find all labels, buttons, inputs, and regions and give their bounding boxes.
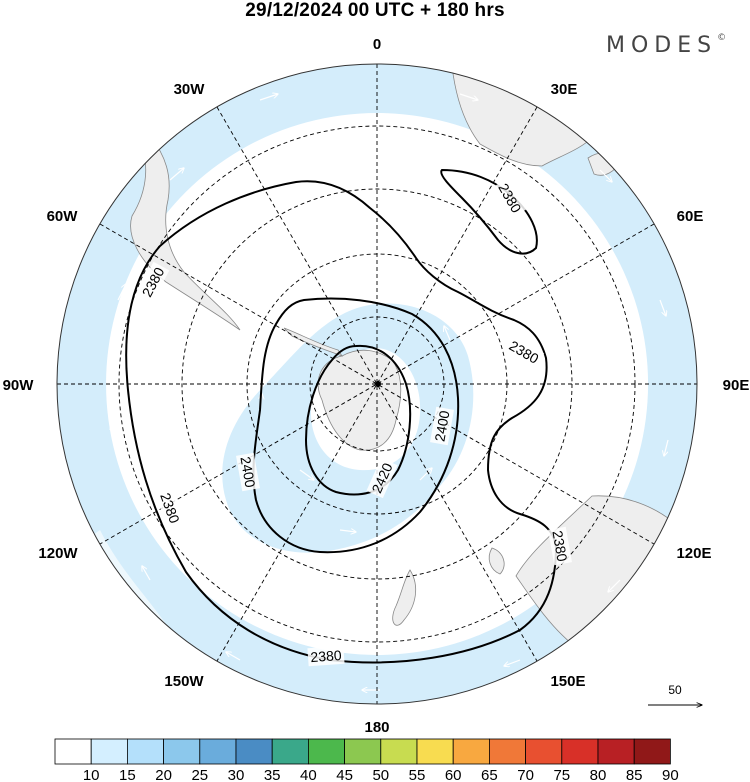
colorbar-swatch: [90, 738, 128, 765]
colorbar-label: 35: [264, 767, 281, 782]
lon-label-30w: 30W: [174, 81, 206, 98]
colorbar-label: 25: [191, 767, 208, 782]
colorbar-label: 75: [553, 767, 570, 782]
colorbar-label: 90: [662, 767, 679, 782]
contour-2420: [304, 344, 412, 496]
colorbar-label: 80: [590, 767, 607, 782]
colorbar: 10 15 20 25 30 35 40 45 50 55 60 65 70 75 80 85 90: [54, 738, 679, 782]
antarctic-peninsula: [283, 327, 344, 357]
lon-label-120e: 120E: [676, 545, 711, 562]
colorbar-label: 65: [481, 767, 498, 782]
new-zealand: [392, 569, 417, 626]
brand-logo: MODES©: [606, 33, 726, 58]
colorbar-label: 60: [445, 767, 462, 782]
colorbar-label: 15: [119, 767, 136, 782]
contour-2400: [252, 297, 460, 554]
lon-label-90e: 90E: [723, 377, 750, 394]
lon-label-150w: 150W: [164, 673, 204, 690]
lon-label-30e: 30E: [551, 81, 578, 98]
colorbar-label: 40: [300, 767, 317, 782]
colorbar-label: 20: [155, 767, 172, 782]
lon-label-60e: 60E: [677, 208, 704, 225]
contour-label-2400: 2400: [237, 455, 258, 489]
brand-mark: ©: [717, 32, 727, 43]
wind-scale: 50: [648, 683, 702, 705]
brand-name: MODES: [606, 33, 718, 58]
tasmania: [488, 547, 505, 575]
lon-label-150e: 150E: [550, 673, 585, 690]
colorbar-swatch: [597, 738, 635, 765]
colorbar-label: 10: [83, 767, 100, 782]
colorbar-swatch: [235, 738, 273, 765]
lon-label-120w: 120W: [38, 545, 78, 562]
contour-label-2380: 2380: [310, 647, 342, 665]
lon-label-60w: 60W: [47, 208, 79, 225]
pole-marker: [375, 381, 381, 387]
colorbar-swatch: [163, 738, 201, 765]
colorbar-swatch: [307, 738, 345, 765]
colorbar-swatch: [127, 738, 165, 765]
colorbar-label: 70: [517, 767, 534, 782]
lon-label-90w: 90W: [3, 377, 35, 394]
south-america: [130, 135, 241, 331]
antarctica: [317, 349, 402, 451]
colorbar-label: 85: [626, 767, 643, 782]
longitude-labels: 0 180 30E 60E 90E 120E 150E 30W 60W 90W …: [3, 36, 750, 736]
wind-scale-value: 50: [668, 683, 682, 697]
map-title: 29/12/2024 00 UTC + 180 hrs: [245, 0, 505, 21]
colorbar-swatch: [525, 738, 563, 765]
colorbar-swatch: [416, 738, 454, 765]
lon-label-180: 180: [364, 719, 389, 736]
colorbar-swatch: [561, 738, 599, 765]
colorbar-swatch: [488, 738, 526, 765]
colorbar-swatch: [199, 738, 237, 765]
colorbar-swatch: [54, 738, 92, 765]
colorbar-label: 30: [228, 767, 245, 782]
colorbar-swatch: [380, 738, 418, 765]
graticule: [57, 64, 697, 704]
map-border: [56, 63, 698, 705]
colorbar-swatch: [271, 738, 309, 765]
colorbar-label: 45: [336, 767, 353, 782]
colorbar-label: 50: [372, 767, 389, 782]
contour-label-2380: 2380: [549, 529, 570, 563]
colorbar-swatch: [633, 738, 671, 765]
colorbar-label: 55: [409, 767, 426, 782]
colorbar-swatch: [344, 738, 382, 765]
contour-label-2400: 2400: [431, 409, 452, 443]
lon-label-0: 0: [373, 36, 381, 53]
colorbar-swatch: [452, 738, 490, 765]
